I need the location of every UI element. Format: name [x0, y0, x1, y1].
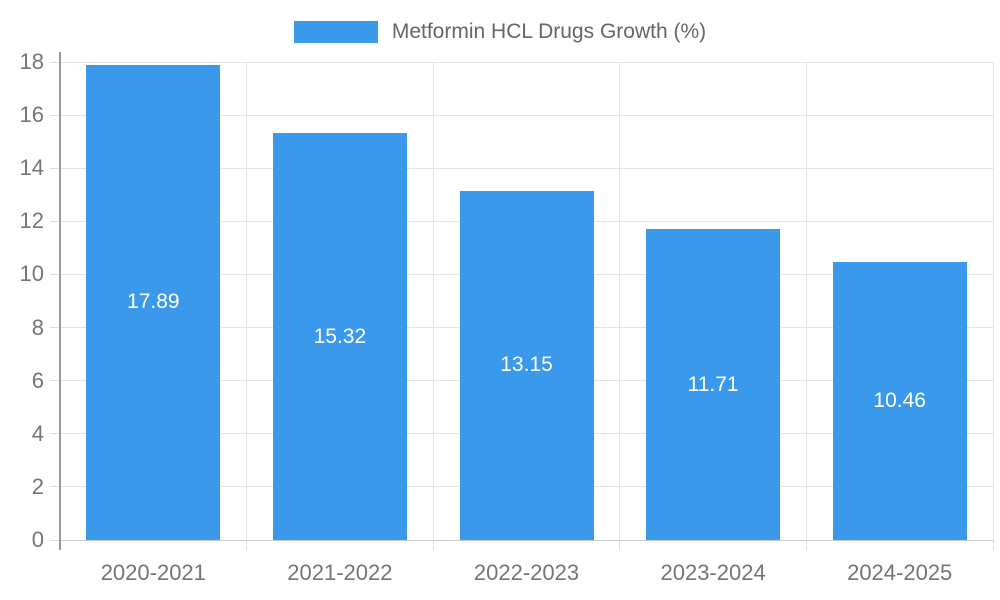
- legend-swatch: [293, 21, 378, 43]
- bar: [272, 133, 407, 540]
- h-gridline: [60, 114, 993, 116]
- x-tick: [246, 540, 248, 550]
- x-axis-label: 2023-2024: [660, 560, 766, 585]
- y-axis-label: 8: [31, 314, 44, 340]
- bar-value-label: 13.15: [500, 353, 553, 377]
- x-tick: [805, 540, 807, 550]
- y-tick: [50, 114, 60, 116]
- y-axis-label: 12: [19, 208, 44, 234]
- y-tick: [50, 167, 60, 169]
- h-gridline: [60, 167, 993, 169]
- y-axis-line: [59, 52, 61, 550]
- bar-value-label: 17.89: [127, 290, 180, 314]
- bar: [86, 64, 221, 540]
- y-tick: [50, 486, 60, 488]
- h-gridline: [60, 61, 993, 63]
- bar: [832, 262, 967, 540]
- x-tick: [432, 540, 434, 550]
- v-gridline: [992, 62, 994, 540]
- x-tick: [992, 540, 994, 550]
- x-axis-label: 2024-2025: [847, 560, 953, 585]
- v-gridline: [432, 62, 434, 540]
- y-tick: [50, 327, 60, 329]
- bar-value-label: 15.32: [313, 324, 367, 348]
- x-axis-label: 2021-2022: [287, 560, 393, 585]
- y-axis-label: 6: [31, 367, 44, 393]
- y-tick: [50, 273, 60, 275]
- x-axis-label: 2020-2021: [100, 560, 206, 585]
- bar: [646, 229, 781, 540]
- v-gridline: [246, 62, 248, 540]
- x-axis-line: [60, 539, 993, 541]
- y-axis-label: 10: [19, 261, 44, 287]
- y-axis-label: 0: [31, 527, 44, 552]
- y-axis-label: 14: [19, 155, 44, 181]
- bar-value-label: 10.46: [873, 389, 926, 413]
- y-tick: [50, 539, 60, 541]
- v-gridline: [805, 62, 807, 540]
- x-axis-label: 2022-2023: [473, 560, 580, 585]
- y-axis-label: 4: [31, 420, 44, 446]
- y-tick: [50, 220, 60, 222]
- bar-value-label: 11.71: [687, 372, 739, 396]
- legend: Metformin HCL Drugs Growth (%): [0, 14, 1000, 50]
- bar: [459, 190, 594, 540]
- y-tick: [50, 433, 60, 435]
- y-axis-label: 16: [19, 102, 44, 128]
- y-tick: [50, 61, 60, 63]
- y-axis-label: 2: [31, 473, 44, 499]
- y-tick: [50, 380, 60, 382]
- v-gridline: [619, 62, 621, 540]
- legend-label: Metformin HCL Drugs Growth (%): [391, 20, 707, 44]
- x-tick: [619, 540, 621, 550]
- y-axis-label: 18: [19, 49, 44, 74]
